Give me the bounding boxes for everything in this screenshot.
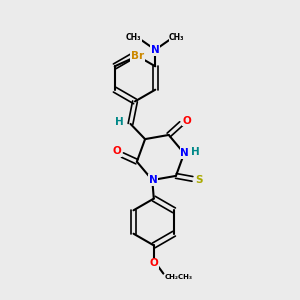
Text: S: S <box>195 175 203 185</box>
Text: N: N <box>180 148 189 158</box>
Text: O: O <box>112 146 121 157</box>
Text: CH₃: CH₃ <box>126 33 141 42</box>
Text: O: O <box>182 116 191 125</box>
Text: CH₂CH₃: CH₂CH₃ <box>165 274 193 280</box>
Text: O: O <box>149 258 158 268</box>
Text: N: N <box>148 175 157 185</box>
Text: N: N <box>151 45 160 55</box>
Text: Br: Br <box>131 51 144 62</box>
Text: H: H <box>191 147 200 157</box>
Text: H: H <box>115 117 124 128</box>
Text: CH₃: CH₃ <box>169 33 184 42</box>
